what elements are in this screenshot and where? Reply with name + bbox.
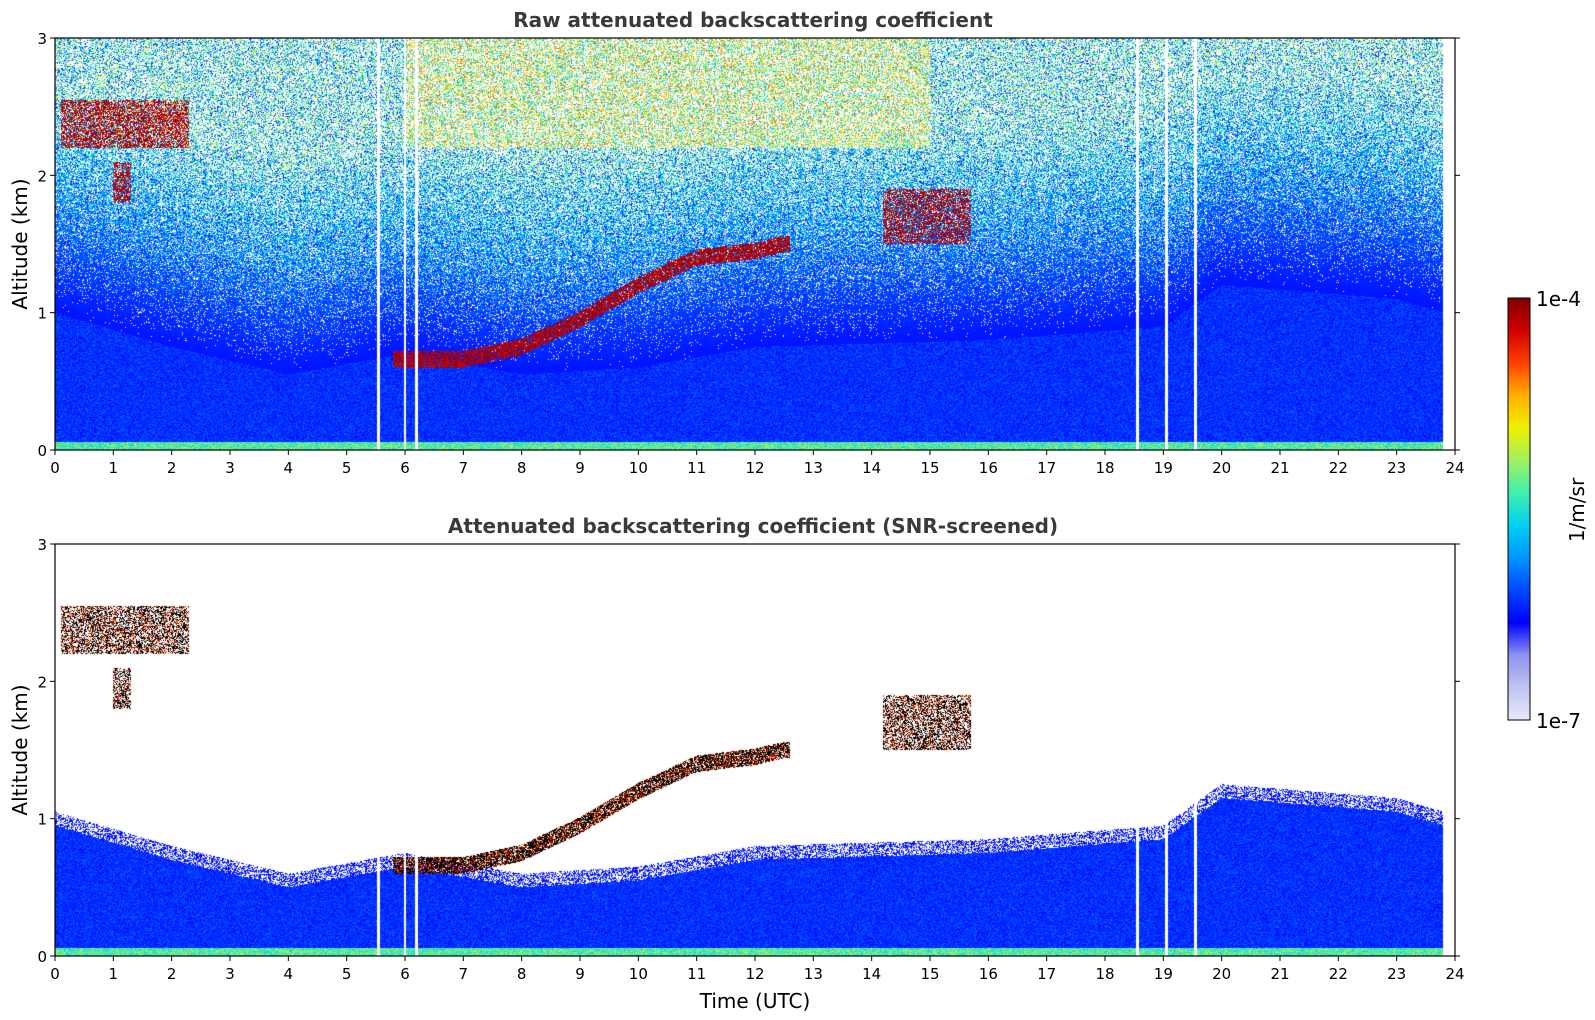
- x-tick-label: 20: [1212, 965, 1231, 983]
- x-tick-label: 20: [1212, 459, 1231, 477]
- x-tick-label: 24: [1445, 459, 1464, 477]
- x-tick-label: 15: [920, 459, 939, 477]
- x-tick-label: 8: [517, 965, 527, 983]
- x-tick-label: 11: [687, 459, 706, 477]
- x-tick-label: 0: [50, 965, 60, 983]
- x-tick-label: 22: [1329, 965, 1348, 983]
- x-tick-label: 22: [1329, 459, 1348, 477]
- x-tick-label: 10: [629, 965, 648, 983]
- x-tick-label: 10: [629, 459, 648, 477]
- x-tick-label: 2: [167, 965, 177, 983]
- x-tick-label: 18: [1095, 965, 1114, 983]
- y-axis-label: Altitude (km): [8, 178, 32, 309]
- y-tick-label: 1: [37, 811, 47, 829]
- x-tick-label: 16: [979, 965, 998, 983]
- x-tick-label: 12: [745, 965, 764, 983]
- y-tick-label: 3: [37, 30, 47, 48]
- x-tick-label: 2: [167, 459, 177, 477]
- y-ticks: 0 1 2 3: [37, 30, 1460, 460]
- colorbar-unit-label: 1/m/sr: [1565, 477, 1589, 542]
- x-tick-label: 23: [1387, 459, 1406, 477]
- panel-title: Attenuated backscattering coefficient (S…: [448, 514, 1058, 538]
- colorbar-max-label: 1e-4: [1536, 287, 1581, 311]
- y-tick-label: 0: [37, 948, 47, 966]
- x-tick-label: 23: [1387, 965, 1406, 983]
- x-ticks: 0 1 2 3 4 5 6 7 8 9 10 11 12 13 14 15 16 17 18 19 20 21 22 23 24: [50, 956, 1465, 983]
- x-tick-label: 1: [109, 459, 119, 477]
- x-tick-label: 4: [284, 459, 294, 477]
- x-tick-label: 17: [1037, 459, 1056, 477]
- x-tick-label: 21: [1270, 965, 1289, 983]
- heatmap-raw: [55, 38, 1455, 450]
- x-tick-label: 19: [1154, 965, 1173, 983]
- y-tick-label: 2: [37, 673, 47, 691]
- snr-screened-panel: Attenuated backscattering coefficient (S…: [8, 514, 1465, 1013]
- x-tick-label: 3: [225, 459, 235, 477]
- x-tick-label: 0: [50, 459, 60, 477]
- raw-backscatter-panel: Raw attenuated backscattering coefficien…: [8, 8, 1465, 477]
- y-tick-label: 1: [37, 305, 47, 323]
- x-tick-label: 4: [284, 965, 294, 983]
- x-tick-label: 14: [862, 459, 881, 477]
- x-tick-label: 16: [979, 459, 998, 477]
- colorbar: 1e-4 1e-7 1/m/sr: [1507, 287, 1589, 733]
- x-tick-label: 18: [1095, 459, 1114, 477]
- colorbar-gradient: [1507, 297, 1531, 721]
- x-tick-label: 15: [920, 965, 939, 983]
- colorbar-min-label: 1e-7: [1536, 709, 1581, 733]
- y-ticks: 0 1 2 3: [37, 536, 1460, 966]
- x-tick-label: 14: [862, 965, 881, 983]
- x-tick-label: 9: [575, 459, 585, 477]
- x-tick-label: 21: [1270, 459, 1289, 477]
- x-ticks: 0 1 2 3 4 5 6 7 8 9 10 11 12 13 14 15 16 17 18 19 20 21 22 23 24: [50, 450, 1465, 477]
- x-tick-label: 17: [1037, 965, 1056, 983]
- x-tick-label: 12: [745, 459, 764, 477]
- x-tick-label: 19: [1154, 459, 1173, 477]
- panel-title: Raw attenuated backscattering coefficien…: [513, 8, 993, 32]
- y-tick-label: 3: [37, 536, 47, 554]
- x-tick-label: 7: [459, 459, 469, 477]
- x-tick-label: 13: [804, 965, 823, 983]
- heatmap-screened: [55, 544, 1455, 956]
- y-tick-label: 2: [37, 167, 47, 185]
- y-tick-label: 0: [37, 442, 47, 460]
- x-tick-label: 6: [400, 459, 410, 477]
- x-tick-label: 5: [342, 459, 352, 477]
- x-tick-label: 8: [517, 459, 527, 477]
- y-axis-label: Altitude (km): [8, 684, 32, 815]
- x-tick-label: 9: [575, 965, 585, 983]
- x-tick-label: 5: [342, 965, 352, 983]
- x-tick-label: 6: [400, 965, 410, 983]
- x-axis-label: Time (UTC): [699, 989, 811, 1013]
- x-tick-label: 11: [687, 965, 706, 983]
- x-tick-label: 7: [459, 965, 469, 983]
- x-tick-label: 13: [804, 459, 823, 477]
- x-tick-label: 3: [225, 965, 235, 983]
- x-tick-label: 24: [1445, 965, 1464, 983]
- x-tick-label: 1: [109, 965, 119, 983]
